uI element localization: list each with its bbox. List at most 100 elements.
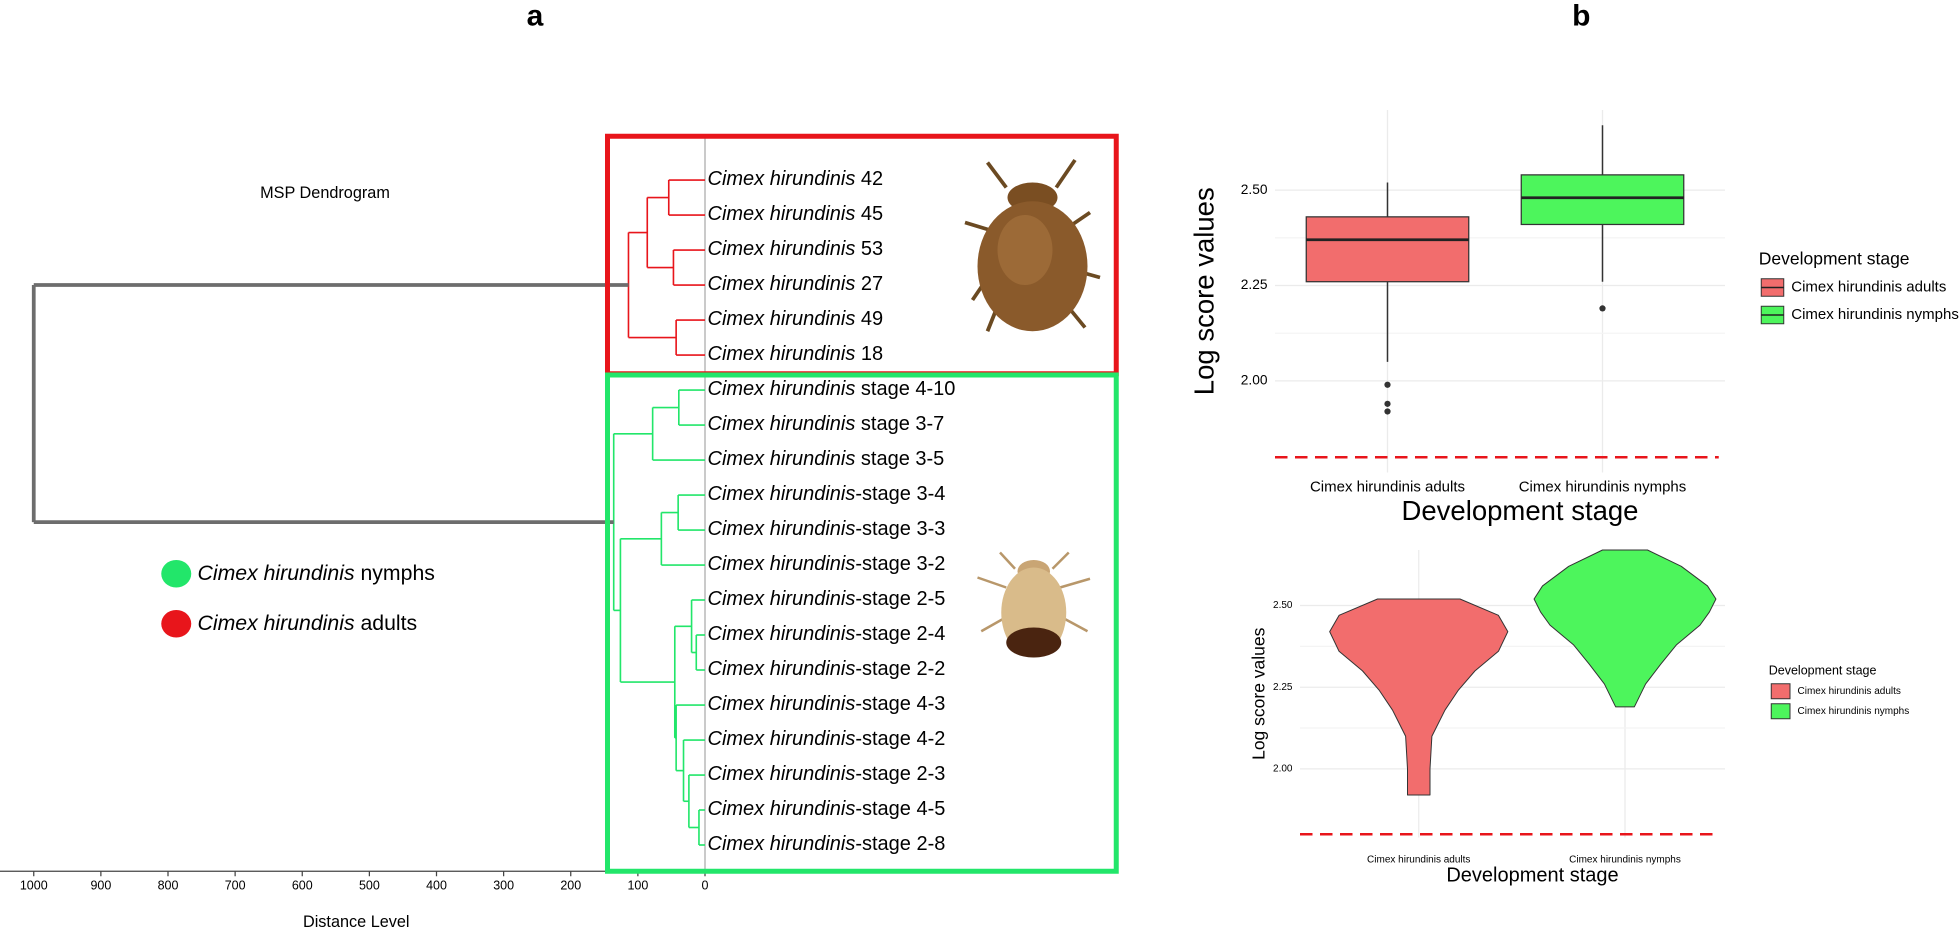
species-name: Cimex hirundinis — [708, 798, 856, 820]
x-tick-label: 0 — [702, 879, 709, 893]
y-axis-label: Log score values — [1249, 627, 1269, 760]
y-tick-label: 2.25 — [1273, 682, 1293, 693]
label-suffix: -stage 3-4 — [855, 483, 945, 505]
cluster-frame — [605, 372, 1119, 874]
label-suffix: -stage 4-5 — [855, 798, 945, 820]
violin — [1329, 598, 1509, 796]
x-axis-label: Development stage — [1446, 865, 1618, 887]
leaf-label: Cimex hirundinis-stage 4-5 — [708, 798, 946, 820]
legend-label: Cimex hirundinis adults — [1791, 278, 1946, 295]
panel-label: b — [1572, 0, 1590, 32]
species-name: Cimex hirundinis — [708, 203, 856, 225]
y-tick-label: 2.50 — [1273, 600, 1293, 611]
label-suffix: adults — [355, 610, 418, 634]
legend-title: Development stage — [1769, 664, 1877, 678]
outlier — [1384, 381, 1391, 388]
x-tick-label: 700 — [225, 879, 246, 893]
leaf-label: Cimex hirundinis-stage 3-2 — [708, 553, 946, 575]
leaf-label: Cimex hirundinis-stage 3-4 — [708, 483, 946, 505]
species-name: Cimex hirundinis — [708, 413, 856, 435]
x-tick-label: 200 — [560, 879, 581, 893]
legend-label: Cimex hirundinis adults — [1798, 686, 1901, 697]
legend-title: Development stage — [1759, 249, 1910, 269]
label-suffix: stage 3-7 — [855, 413, 944, 435]
label-suffix: -stage 4-3 — [855, 693, 945, 715]
label-suffix: 53 — [855, 238, 883, 260]
species-name: Cimex hirundinis — [708, 448, 856, 470]
species-name: Cimex hirundinis — [708, 483, 856, 505]
x-tick-label: 1000 — [20, 879, 48, 893]
y-tick-label: 2.50 — [1241, 182, 1268, 197]
leaf-label: Cimex hirundinis 49 — [708, 308, 884, 330]
species-name: Cimex hirundinis — [708, 833, 856, 855]
species-name: Cimex hirundinis — [708, 553, 856, 575]
x-axis-label: Distance Level — [303, 913, 410, 930]
leaf-label: Cimex hirundinis stage 3-5 — [708, 448, 945, 470]
leaf-label: Cimex hirundinis-stage 3-3 — [708, 518, 946, 540]
x-tick-label: 800 — [158, 879, 179, 893]
leaf-label: Cimex hirundinis 53 — [708, 238, 884, 260]
label-suffix: 45 — [855, 203, 883, 225]
nymph-bug-image — [977, 551, 1091, 658]
x-tick-label: 900 — [90, 879, 111, 893]
x-tick-label: 100 — [627, 879, 648, 893]
leaf-label: Cimex hirundinis-stage 4-2 — [708, 728, 946, 750]
leaf-label: Cimex hirundinis 45 — [708, 203, 884, 225]
outlier — [1599, 305, 1606, 312]
y-tick-label: 2.25 — [1241, 277, 1268, 292]
label-suffix: -stage 2-5 — [855, 588, 945, 610]
x-tick-label: Cimex hirundinis nymphs — [1519, 478, 1687, 495]
x-tick-label: 600 — [292, 879, 313, 893]
species-name: Cimex hirundinis — [708, 168, 856, 190]
species-name: Cimex hirundinis — [708, 518, 856, 540]
label-suffix: stage 4-10 — [855, 378, 955, 400]
x-tick-label: 300 — [493, 879, 514, 893]
species-name: Cimex hirundinis — [708, 658, 856, 680]
legend-marker — [161, 560, 192, 588]
legend-key — [1770, 703, 1791, 720]
outlier — [1384, 400, 1391, 407]
x-tick-label: 500 — [359, 879, 380, 893]
species-name: Cimex hirundinis — [708, 693, 856, 715]
label-suffix: -stage 3-2 — [855, 553, 945, 575]
leaf-label: Cimex hirundinis-stage 2-8 — [708, 833, 946, 855]
species-name: Cimex hirundinis — [708, 378, 856, 400]
species-name: Cimex hirundinis — [708, 343, 856, 365]
label-suffix: -stage 3-3 — [855, 518, 945, 540]
leaf-label: Cimex hirundinis stage 3-7 — [708, 413, 945, 435]
legend-key — [1770, 683, 1791, 700]
legend-label: Cimex hirundinis adults — [198, 610, 418, 634]
outlier — [1384, 408, 1391, 415]
leaf-label: Cimex hirundinis stage 4-10 — [708, 378, 956, 400]
x-tick-label: 400 — [426, 879, 447, 893]
adult-bug-image — [964, 158, 1101, 332]
leaf-label: Cimex hirundinis 42 — [708, 168, 884, 190]
legend-label: Cimex hirundinis nymphs — [1798, 706, 1910, 717]
label-suffix: 42 — [855, 168, 883, 190]
legend-label: Cimex hirundinis nymphs — [1791, 306, 1959, 323]
box — [1305, 216, 1470, 283]
species-name: Cimex hirundinis — [708, 728, 856, 750]
legend-label: Cimex hirundinis nymphs — [198, 560, 435, 584]
y-axis-label: Log score values — [1189, 187, 1220, 395]
x-tick-label: Cimex hirundinis adults — [1367, 855, 1470, 866]
leaf-label: Cimex hirundinis 18 — [708, 343, 884, 365]
species-name: Cimex hirundinis — [198, 560, 355, 584]
y-tick-label: 2.00 — [1241, 373, 1268, 388]
species-name: Cimex hirundinis — [708, 763, 856, 785]
leaf-label: Cimex hirundinis 27 — [708, 273, 884, 295]
species-name: Cimex hirundinis — [198, 610, 355, 634]
species-name: Cimex hirundinis — [708, 273, 856, 295]
species-name: Cimex hirundinis — [708, 623, 856, 645]
legend-marker — [161, 610, 192, 638]
y-tick-label: 2.00 — [1273, 764, 1293, 775]
label-suffix: nymphs — [355, 560, 435, 584]
x-tick-label: Cimex hirundinis adults — [1310, 478, 1465, 495]
leaf-label: Cimex hirundinis-stage 2-5 — [708, 588, 946, 610]
leaf-label: Cimex hirundinis-stage 2-2 — [708, 658, 946, 680]
x-tick-label: Cimex hirundinis nymphs — [1569, 855, 1681, 866]
species-name: Cimex hirundinis — [708, 238, 856, 260]
leaf-label: Cimex hirundinis-stage 2-3 — [708, 763, 946, 785]
violin — [1533, 549, 1717, 708]
